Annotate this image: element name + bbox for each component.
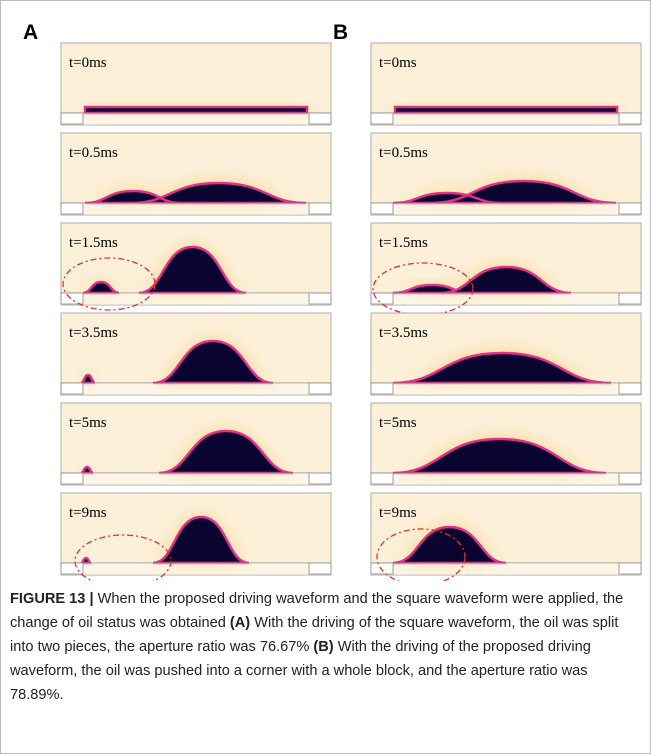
simulation-frame: t=0.5ms xyxy=(61,133,331,215)
oil xyxy=(85,107,307,113)
figure: At=0ms t=0.5ms t=1.5ms t=3.5ms t=5ms t=9ms Bt=… xyxy=(0,0,651,754)
simulation-frame: t=5ms xyxy=(61,403,331,485)
simulation-frame: t=1.5ms xyxy=(371,223,641,315)
substrate xyxy=(371,383,641,395)
pixel-wall xyxy=(619,383,641,394)
pixel-wall xyxy=(619,473,641,484)
substrate xyxy=(371,203,641,215)
oil xyxy=(395,107,617,113)
pixel-wall xyxy=(371,473,393,484)
time-label: t=3.5ms xyxy=(379,325,428,341)
substrate xyxy=(371,563,641,575)
substrate xyxy=(61,203,331,215)
pixel-wall xyxy=(61,203,83,214)
pixel-wall xyxy=(371,383,393,394)
time-label: t=1.5ms xyxy=(379,235,428,251)
caption-label: FIGURE 13 | xyxy=(10,591,94,607)
pixel-wall xyxy=(371,203,393,214)
panel-label: B xyxy=(333,21,348,44)
pixel-wall xyxy=(309,293,331,304)
simulation-frame: t=1.5ms xyxy=(61,223,331,310)
time-label: t=5ms xyxy=(379,415,417,431)
pixel-wall xyxy=(371,113,393,124)
time-label: t=3.5ms xyxy=(69,325,118,341)
time-label: t=9ms xyxy=(379,505,417,521)
simulation-frame: t=0ms xyxy=(61,43,331,125)
pixel-wall xyxy=(61,383,83,394)
substrate xyxy=(61,293,331,305)
pixel-wall xyxy=(619,113,641,124)
pixel-wall xyxy=(619,293,641,304)
substrate xyxy=(61,113,331,125)
substrate xyxy=(371,113,641,125)
caption-ref: (B) xyxy=(313,639,333,655)
pixel-wall xyxy=(309,383,331,394)
caption-ref: (A) xyxy=(230,615,250,631)
pixel-wall xyxy=(371,563,393,574)
simulation-frame: t=3.5ms xyxy=(61,313,331,395)
substrate xyxy=(371,293,641,305)
figure-panels: At=0ms t=0.5ms t=1.5ms t=3.5ms t=5ms t=9ms Bt=… xyxy=(1,1,650,581)
time-label: t=5ms xyxy=(69,415,107,431)
oil-edge xyxy=(85,107,307,113)
pixel-wall xyxy=(309,473,331,484)
pixel-wall xyxy=(309,113,331,124)
time-label: t=0.5ms xyxy=(379,145,428,161)
pixel-wall xyxy=(61,113,83,124)
simulation-frame: t=9ms xyxy=(61,493,331,581)
pixel-wall xyxy=(61,473,83,484)
pixel-wall xyxy=(619,203,641,214)
simulation-frame: t=0.5ms xyxy=(371,133,641,215)
oil-edge xyxy=(395,107,617,113)
substrate xyxy=(61,563,331,575)
pixel-wall xyxy=(619,563,641,574)
simulation-frame: t=3.5ms xyxy=(371,313,641,395)
simulation-frame: t=9ms xyxy=(371,493,641,581)
time-label: t=0.5ms xyxy=(69,145,118,161)
substrate xyxy=(371,473,641,485)
pixel-wall xyxy=(61,563,83,574)
time-label: t=0ms xyxy=(69,55,107,71)
time-label: t=1.5ms xyxy=(69,235,118,251)
pixel-wall xyxy=(61,293,83,304)
time-label: t=9ms xyxy=(69,505,107,521)
caption: FIGURE 13 | When the proposed driving wa… xyxy=(10,587,628,707)
pixel-wall xyxy=(309,563,331,574)
time-label: t=0ms xyxy=(379,55,417,71)
simulation-frame: t=0ms xyxy=(371,43,641,125)
panel-label: A xyxy=(23,21,38,44)
substrate xyxy=(61,473,331,485)
pixel-wall xyxy=(309,203,331,214)
simulation-frame: t=5ms xyxy=(371,403,641,485)
substrate xyxy=(61,383,331,395)
